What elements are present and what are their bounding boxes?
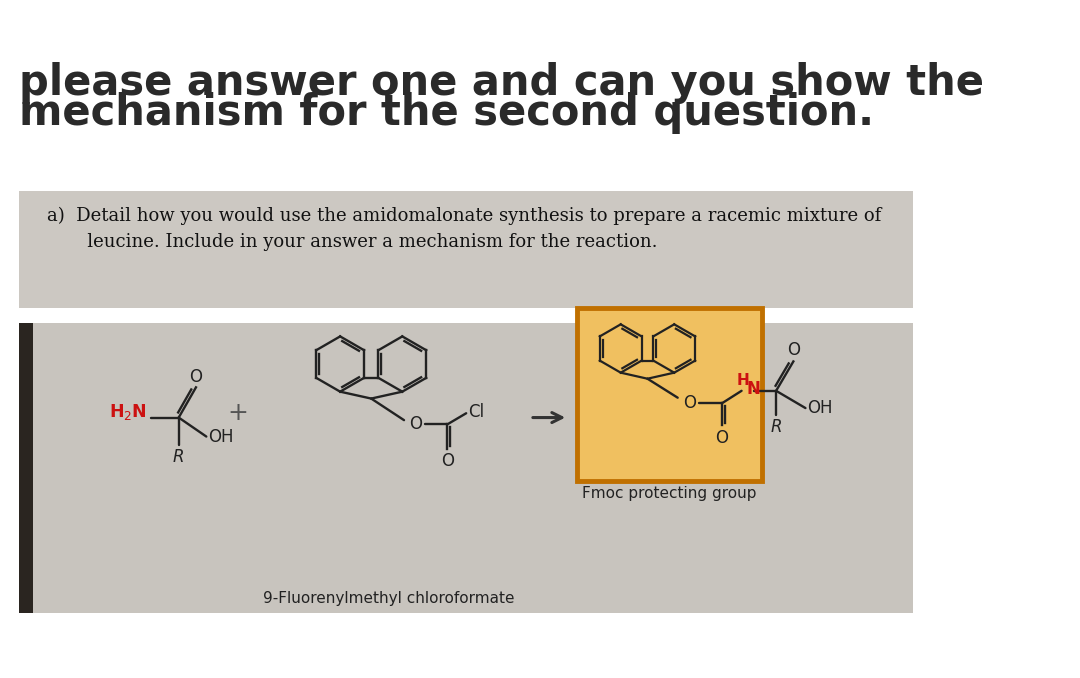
- Text: H$_2$N: H$_2$N: [109, 402, 147, 422]
- Text: O: O: [189, 367, 202, 386]
- Text: H: H: [737, 373, 750, 388]
- Text: mechanism for the second question.: mechanism for the second question.: [19, 92, 874, 134]
- Text: please answer one and can you show the: please answer one and can you show the: [19, 62, 984, 104]
- Text: OH: OH: [208, 428, 233, 445]
- Text: R: R: [173, 447, 185, 466]
- Bar: [19, 323, 914, 613]
- Text: Fmoc protecting group: Fmoc protecting group: [582, 485, 757, 501]
- Text: N: N: [746, 380, 760, 398]
- Text: O: O: [684, 394, 697, 412]
- Text: R: R: [770, 418, 782, 437]
- Text: O: O: [715, 428, 728, 447]
- Text: O: O: [409, 416, 422, 433]
- Bar: [577, 308, 762, 481]
- Text: 9-Fluorenylmethyl chloroformate: 9-Fluorenylmethyl chloroformate: [262, 591, 514, 605]
- Text: O: O: [787, 341, 800, 359]
- Text: a)  Detail how you would use the amidomalonate synthesis to prepare a racemic mi: a) Detail how you would use the amidomal…: [48, 207, 881, 225]
- Text: OH: OH: [807, 399, 833, 417]
- Bar: [19, 323, 32, 613]
- Text: +: +: [227, 401, 247, 425]
- Text: leucine. Include in your answer a mechanism for the reaction.: leucine. Include in your answer a mechan…: [48, 233, 658, 251]
- Text: Cl: Cl: [468, 403, 484, 420]
- Bar: [19, 191, 914, 308]
- Text: O: O: [441, 452, 454, 470]
